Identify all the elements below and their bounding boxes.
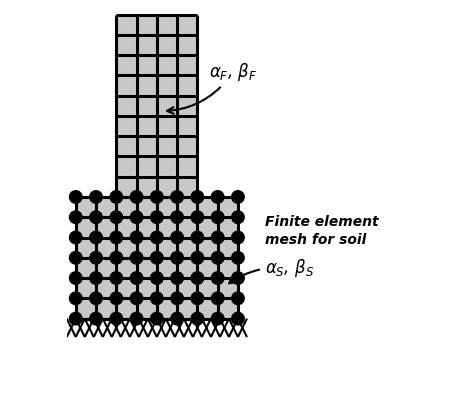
Circle shape xyxy=(130,272,143,284)
Circle shape xyxy=(171,191,183,203)
Text: $\alpha_F$, $\beta_F$: $\alpha_F$, $\beta_F$ xyxy=(167,61,257,114)
Circle shape xyxy=(130,191,143,203)
Circle shape xyxy=(110,292,123,305)
Circle shape xyxy=(211,292,224,305)
Circle shape xyxy=(90,272,102,284)
Bar xyxy=(76,197,238,319)
Circle shape xyxy=(191,312,204,325)
Circle shape xyxy=(232,252,244,264)
Circle shape xyxy=(211,272,224,284)
Circle shape xyxy=(171,231,183,244)
Circle shape xyxy=(191,272,204,284)
Circle shape xyxy=(171,252,183,264)
Circle shape xyxy=(110,252,123,264)
Circle shape xyxy=(151,272,163,284)
Circle shape xyxy=(191,211,204,224)
Circle shape xyxy=(130,211,143,224)
Circle shape xyxy=(232,312,244,325)
Bar xyxy=(76,319,238,337)
Circle shape xyxy=(90,252,102,264)
Circle shape xyxy=(191,292,204,305)
Circle shape xyxy=(110,231,123,244)
Circle shape xyxy=(90,191,102,203)
Circle shape xyxy=(70,252,82,264)
Circle shape xyxy=(70,292,82,305)
Circle shape xyxy=(171,292,183,305)
Circle shape xyxy=(90,211,102,224)
Circle shape xyxy=(90,312,102,325)
Circle shape xyxy=(232,231,244,244)
Circle shape xyxy=(171,312,183,325)
Circle shape xyxy=(110,211,123,224)
Circle shape xyxy=(130,252,143,264)
Circle shape xyxy=(211,191,224,203)
Bar xyxy=(116,15,197,197)
Circle shape xyxy=(90,231,102,244)
Circle shape xyxy=(70,211,82,224)
Circle shape xyxy=(70,191,82,203)
Circle shape xyxy=(90,292,102,305)
Circle shape xyxy=(110,272,123,284)
Circle shape xyxy=(151,191,163,203)
Circle shape xyxy=(211,231,224,244)
Circle shape xyxy=(130,231,143,244)
Circle shape xyxy=(211,252,224,264)
Circle shape xyxy=(232,191,244,203)
Circle shape xyxy=(191,191,204,203)
Circle shape xyxy=(110,312,123,325)
Circle shape xyxy=(70,312,82,325)
Circle shape xyxy=(211,211,224,224)
Circle shape xyxy=(151,312,163,325)
Circle shape xyxy=(151,292,163,305)
Circle shape xyxy=(70,231,82,244)
Circle shape xyxy=(232,292,244,305)
Circle shape xyxy=(211,312,224,325)
Circle shape xyxy=(191,231,204,244)
Circle shape xyxy=(130,292,143,305)
Circle shape xyxy=(130,312,143,325)
Circle shape xyxy=(191,252,204,264)
Circle shape xyxy=(151,211,163,224)
Circle shape xyxy=(171,272,183,284)
Text: Finite element
mesh for soil: Finite element mesh for soil xyxy=(264,215,378,247)
Circle shape xyxy=(70,272,82,284)
Circle shape xyxy=(232,272,244,284)
Circle shape xyxy=(171,211,183,224)
Circle shape xyxy=(151,231,163,244)
Circle shape xyxy=(110,191,123,203)
Circle shape xyxy=(232,211,244,224)
Text: $\alpha_S$, $\beta_S$: $\alpha_S$, $\beta_S$ xyxy=(229,257,314,283)
Circle shape xyxy=(151,252,163,264)
